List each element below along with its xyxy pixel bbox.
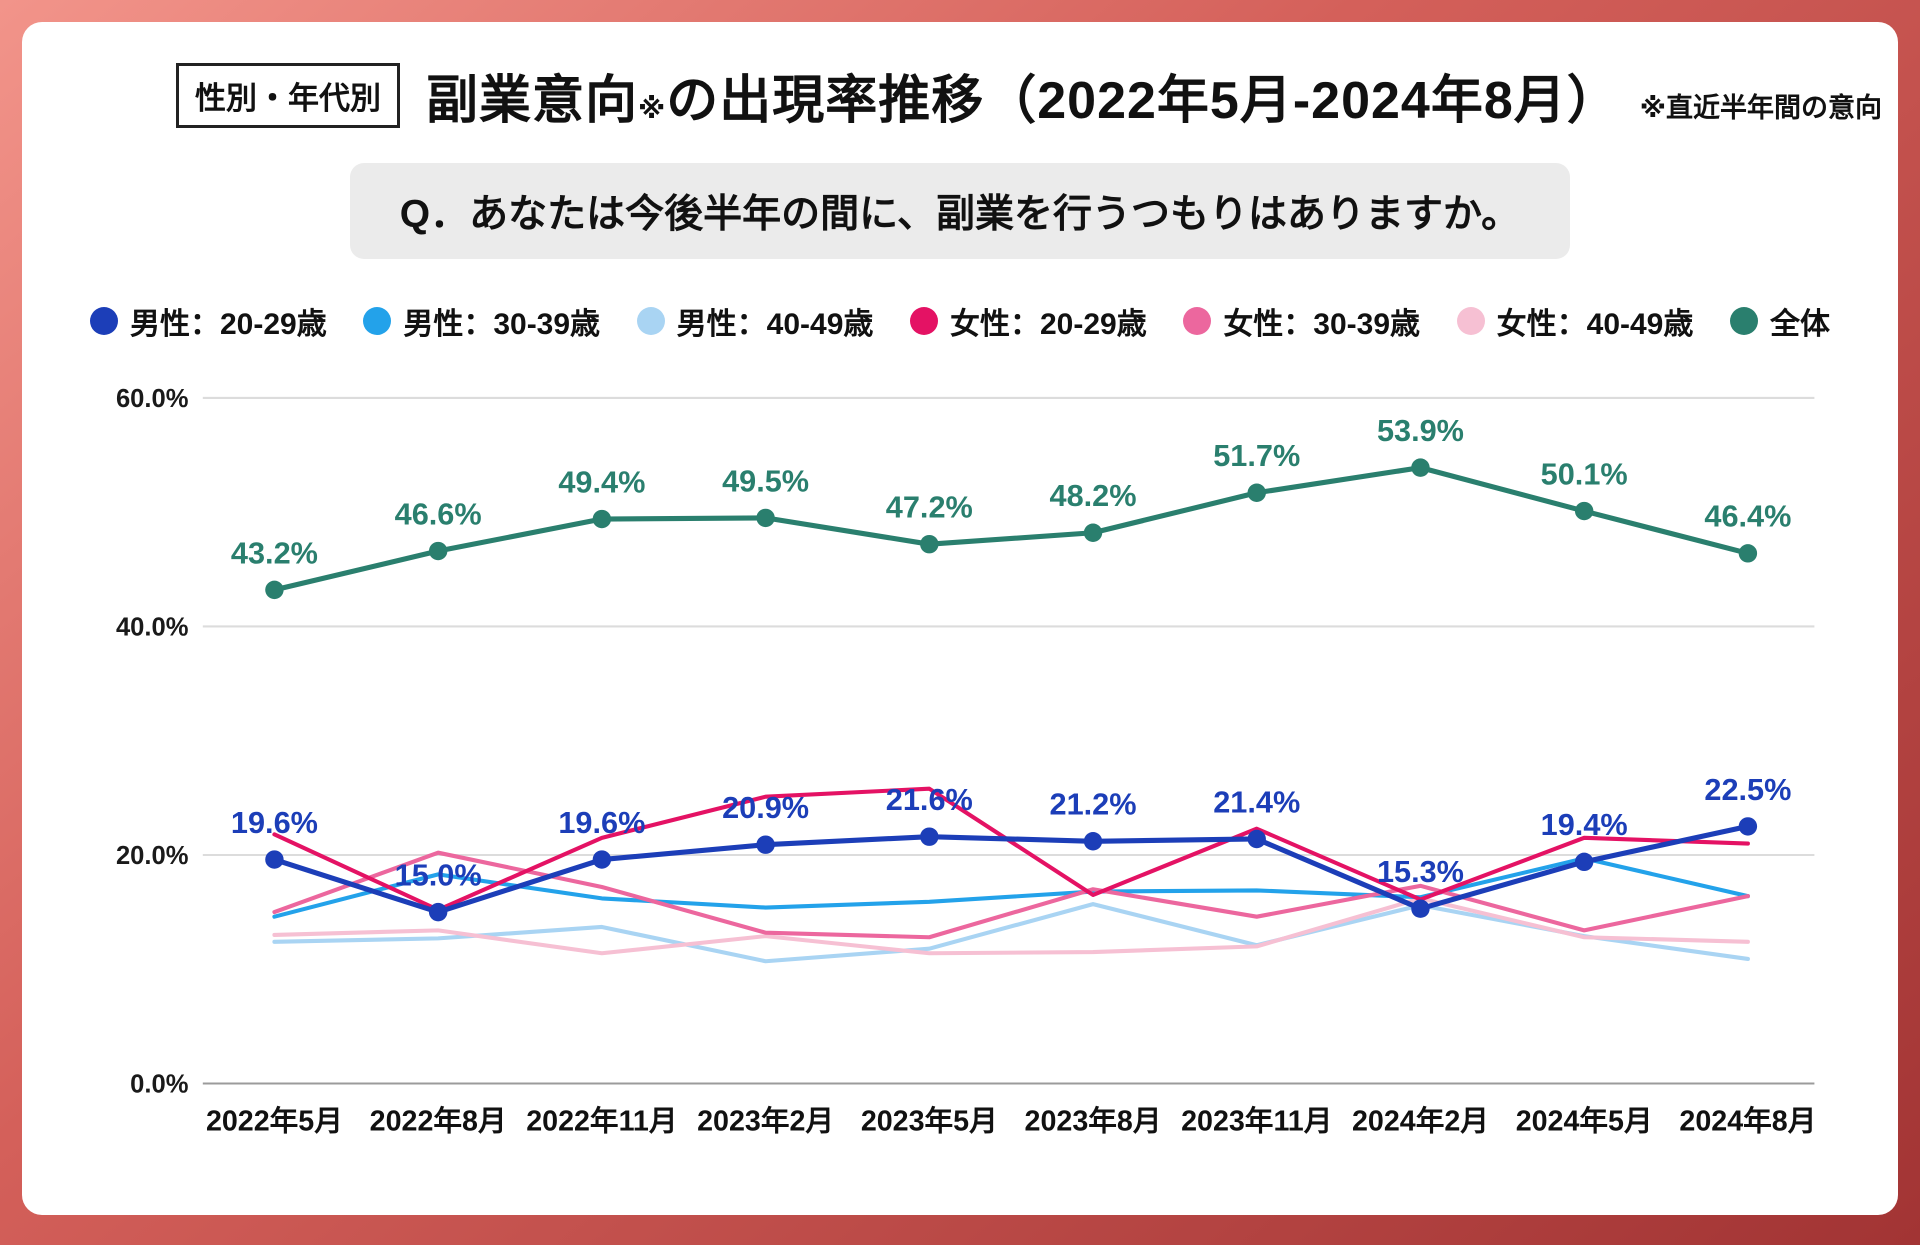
series-point xyxy=(1247,483,1266,502)
legend-dot-icon xyxy=(636,307,665,335)
data-label: 21.2% xyxy=(1050,787,1137,822)
legend-label: 女性：30-39歳 xyxy=(1223,308,1421,341)
title-rest: の出現率推移（2022年5月-2024年8月） xyxy=(666,72,1620,130)
data-label: 19.6% xyxy=(558,805,645,840)
chart-card: 性別・年代別 副業意向※の出現率推移（2022年5月-2024年8月） ※直近半… xyxy=(22,22,1898,1215)
data-label: 48.2% xyxy=(1050,478,1137,513)
category-label: 性別・年代別 xyxy=(176,63,400,128)
y-axis-tick-label: 20.0% xyxy=(116,842,189,870)
data-label: 46.4% xyxy=(1704,499,1791,534)
series-point xyxy=(428,902,448,922)
x-axis-tick-label: 2023年5月 xyxy=(861,1105,998,1138)
series-point xyxy=(1574,501,1594,521)
series-point xyxy=(1083,523,1103,542)
series-point xyxy=(1411,458,1430,477)
data-label: 49.5% xyxy=(722,463,809,498)
legend-label: 男性：20-29歳 xyxy=(130,308,327,341)
data-label: 21.4% xyxy=(1213,784,1300,819)
title-note: ※直近半年間の意向 xyxy=(1639,93,1883,123)
series-point xyxy=(592,509,612,529)
question-box: Q．あなたは今後半年の間に、副業を行うつもりはありますか。 xyxy=(349,163,1571,259)
title-marker-icon: ※ xyxy=(638,93,667,124)
series-point xyxy=(920,827,939,846)
legend-item: 女性：30-39歳 xyxy=(1183,299,1420,343)
series-line xyxy=(272,850,1750,940)
chart-svg: 0.0% 20.0% 40.0% 60.0% 2022年5月 2022年8月 2022年11… xyxy=(116,385,1816,1138)
series-point xyxy=(1083,832,1103,851)
x-axis-tick-label: 2023年11月 xyxy=(1181,1105,1332,1138)
series-point xyxy=(920,534,939,554)
x-axis-tick-label: 2023年8月 xyxy=(1025,1105,1162,1138)
data-label: 53.9% xyxy=(1377,413,1464,448)
legend: 男性：20-29歳 男性：30-39歳 男性：40-49歳 女性：20-29歳 女性：3… xyxy=(90,299,1830,343)
x-axis-tick-label: 2023年2月 xyxy=(697,1105,834,1138)
header: 性別・年代別 副業意向※の出現率推移（2022年5月-2024年8月） ※直近半… xyxy=(176,58,1882,133)
legend-label: 女性：40-49歳 xyxy=(1496,308,1694,341)
data-label: 15.3% xyxy=(1377,854,1464,889)
title-main: 副業意向 xyxy=(426,72,639,130)
page-title: 副業意向※の出現率推移（2022年5月-2024年8月） xyxy=(426,58,1620,133)
data-label: 19.4% xyxy=(1541,807,1628,842)
y-axis-tick-label: 40.0% xyxy=(116,614,189,642)
legend-label: 全体 xyxy=(1769,308,1830,341)
x-axis-tick-label: 2024年5月 xyxy=(1516,1105,1653,1138)
legend-item: 男性：20-29歳 xyxy=(90,299,327,343)
data-label: 19.6% xyxy=(231,805,318,840)
series-point xyxy=(1738,817,1758,836)
legend-item: 男性：30-39歳 xyxy=(363,299,600,343)
y-axis-tick-label: 60.0% xyxy=(116,385,189,413)
legend-dot-icon xyxy=(90,307,118,335)
chart: 0.0% 20.0% 40.0% 60.0% 2022年5月 2022年8月 2022年11… xyxy=(80,357,1840,1155)
legend-dot-icon xyxy=(1183,307,1212,335)
data-label: 49.4% xyxy=(558,464,645,499)
data-label: 15.0% xyxy=(395,858,482,893)
series-line xyxy=(272,896,1750,956)
series-point xyxy=(265,850,284,869)
legend-item: 全体 xyxy=(1729,299,1830,343)
x-axis-tick-label: 2024年2月 xyxy=(1352,1105,1489,1138)
data-label: 21.6% xyxy=(886,782,973,817)
legend-dot-icon xyxy=(909,307,938,335)
x-axis-tick-label: 2022年5月 xyxy=(206,1105,343,1138)
series-line xyxy=(271,465,1751,593)
series-line xyxy=(272,856,1750,919)
legend-item: 女性：20-29歳 xyxy=(909,299,1147,343)
legend-item: 女性：40-49歳 xyxy=(1456,299,1694,343)
y-axis-tick-label: 0.0% xyxy=(130,1071,189,1099)
x-axis-tick-label: 2022年8月 xyxy=(370,1105,507,1138)
data-label: 50.1% xyxy=(1541,456,1628,491)
series-point xyxy=(1411,899,1430,918)
legend-label: 男性：30-39歳 xyxy=(403,308,601,341)
data-label: 46.6% xyxy=(395,496,482,531)
series-point xyxy=(756,835,775,854)
series-point xyxy=(592,850,612,869)
x-axis-tick-label: 2024年8月 xyxy=(1679,1105,1816,1138)
data-label: 22.5% xyxy=(1704,772,1791,807)
legend-item: 男性：40-49歳 xyxy=(636,299,874,343)
series-point xyxy=(265,580,284,600)
legend-dot-icon xyxy=(363,307,392,335)
series-line xyxy=(271,823,1751,915)
series-line xyxy=(272,902,1750,964)
series-point xyxy=(1247,829,1266,849)
data-label: 20.9% xyxy=(722,790,809,825)
series-point xyxy=(428,541,448,561)
series-line xyxy=(272,786,1750,912)
legend-dot-icon xyxy=(1729,307,1758,335)
series-point xyxy=(756,508,775,528)
legend-dot-icon xyxy=(1456,307,1485,335)
data-label: 43.2% xyxy=(231,535,318,570)
legend-label: 女性：20-29歳 xyxy=(949,308,1147,341)
legend-label: 男性：40-49歳 xyxy=(676,308,874,341)
data-label: 47.2% xyxy=(886,490,973,525)
data-label: 51.7% xyxy=(1213,438,1300,473)
x-axis-tick-label: 2022年11月 xyxy=(526,1105,677,1138)
series-point xyxy=(1738,544,1758,563)
series-point xyxy=(1574,852,1594,872)
